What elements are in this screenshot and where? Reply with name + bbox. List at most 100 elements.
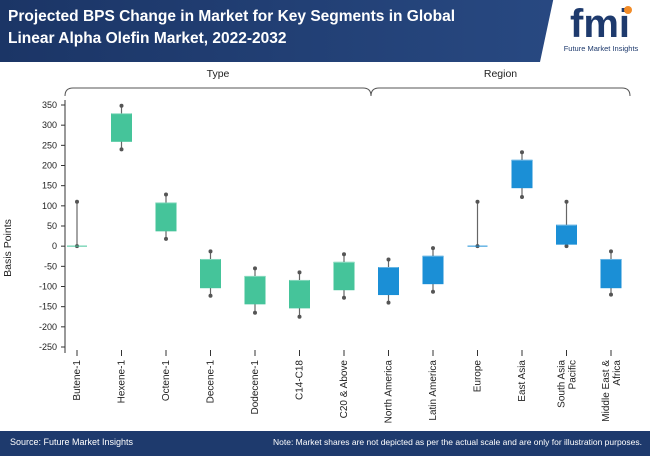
x-label-line: Middle East & (601, 360, 612, 422)
y-tick-label: 50 (47, 221, 57, 231)
x-label-line: Europe (473, 360, 484, 393)
x-label-line: Latin America (428, 360, 439, 421)
box-body (556, 224, 577, 245)
whisker-low-point (431, 289, 435, 294)
box-octene-1 (155, 192, 177, 241)
x-label-latin-america: Latin America (428, 360, 439, 421)
box-body (289, 279, 310, 309)
x-label-line: East Asia (517, 360, 528, 402)
logo-lettering: fmi (570, 4, 630, 44)
box-body (422, 255, 444, 285)
whisker-high-point (564, 199, 569, 204)
whisker-low-point (297, 314, 302, 319)
box-body (244, 275, 266, 305)
box-body (378, 267, 399, 296)
y-tick-label: -50 (44, 261, 57, 271)
x-label-north-america: North America (384, 360, 395, 424)
header-banner: Projected BPS Change in Market for Key S… (0, 0, 650, 62)
fmi-logo: fmi (570, 4, 632, 44)
box-body (511, 159, 533, 189)
note-text: Note: Market shares are not depicted as … (272, 437, 642, 447)
x-label-line: South Asia (557, 360, 568, 408)
group-label-region: Region (484, 68, 517, 80)
y-tick-label: -200 (39, 322, 57, 332)
y-tick-label: 100 (42, 201, 57, 211)
box-east-asia (511, 150, 533, 199)
x-label-octene-1: Octene-1 (161, 360, 172, 402)
x-label-line: Africa (612, 360, 623, 386)
group-bracket-region (370, 87, 631, 97)
whisker-low-point (609, 292, 613, 297)
x-axis-labels: Butene-1 Hexene-1 Octene-1 Decene-1 Dodecene… (72, 350, 623, 423)
whisker-high-point (609, 249, 613, 254)
box-body (333, 261, 355, 291)
x-label-line: C20 & Above (339, 360, 350, 419)
y-tick-label: 350 (42, 100, 57, 110)
group-brackets: Type Region (64, 68, 631, 97)
box-plot-chart: Type Region 350 300 250 200 150 100 50 0 -50 -100 -… (39, 68, 631, 423)
x-label-line: Dodecene-1 (250, 360, 261, 415)
y-tick-label: -150 (39, 302, 57, 312)
y-axis: 350 300 250 200 150 100 50 0 -50 -100 -150 -200 -250 (39, 100, 66, 353)
whisker-low-point (119, 147, 124, 152)
box-south-asia-pacific (556, 199, 577, 249)
box-north-america (378, 257, 399, 305)
whisker-high-point (164, 192, 168, 197)
whisker-high-point (520, 150, 524, 155)
box-body (155, 202, 177, 232)
x-label-middle-east-africa: Middle East &Africa (601, 360, 623, 422)
y-tick-label: 300 (42, 120, 57, 130)
x-label-east-asia: East Asia (517, 360, 528, 402)
y-tick-label: 200 (42, 161, 57, 171)
whisker-high-point (253, 266, 257, 271)
y-tick-label: -100 (39, 282, 57, 292)
box-hexene-1 (111, 103, 132, 152)
x-label-butene-1: Butene-1 (72, 360, 83, 401)
box-body (600, 258, 622, 289)
whisker-high-point (208, 249, 213, 254)
y-tick-label: -250 (39, 342, 57, 352)
box-butene-1 (67, 199, 87, 249)
box-c20-above (333, 252, 355, 300)
y-tick-label: 0 (52, 241, 57, 251)
x-label-europe: Europe (473, 360, 484, 393)
whisker-low-point (208, 293, 213, 298)
x-label-hexene-1: Hexene-1 (117, 360, 128, 404)
x-label-c20-above: C20 & Above (339, 360, 350, 419)
box-c14-c18 (289, 270, 310, 319)
box-dodecene-1 (244, 266, 266, 315)
x-label-line: North America (384, 360, 395, 424)
box-latin-america (422, 246, 444, 294)
whisker-low-point (253, 310, 257, 315)
whisker-low-point (342, 295, 346, 300)
x-label-line: Pacific (568, 360, 579, 389)
x-label-decene-1: Decene-1 (206, 360, 217, 404)
logo-subtitle: Future Market Insights (563, 44, 639, 53)
x-label-south-asia-pacific: South AsiaPacific (557, 360, 579, 408)
logo-dot-orange (624, 6, 632, 14)
whisker-low-point (564, 244, 569, 249)
chart-title: Projected BPS Change in Market for Key S… (8, 8, 456, 47)
footer-bar: Source: Future Market Insights Note: Mar… (0, 431, 650, 456)
x-label-line: Hexene-1 (117, 360, 128, 404)
box-body (200, 258, 221, 289)
whisker-low-point (386, 300, 391, 305)
x-label-line: Octene-1 (161, 360, 172, 402)
y-tick-label: 150 (42, 181, 57, 191)
boxes (67, 103, 622, 319)
y-tick-label: 250 (42, 140, 57, 150)
box-body (111, 113, 132, 142)
whisker-high-point (119, 103, 124, 108)
box-europe (467, 199, 488, 249)
x-label-c14-c18: C14-C18 (295, 360, 306, 400)
box-middle-east-africa (600, 249, 622, 297)
whisker-high-point (431, 246, 435, 251)
whisker-high-point (75, 199, 79, 204)
x-label-line: Butene-1 (72, 360, 83, 401)
source-text: Source: Future Market Insights (10, 437, 134, 447)
x-label-line: Decene-1 (206, 360, 217, 404)
whisker-low-point (520, 194, 524, 199)
box-decene-1 (200, 249, 221, 298)
header-background (0, 0, 650, 62)
whisker-high-point (297, 270, 302, 275)
